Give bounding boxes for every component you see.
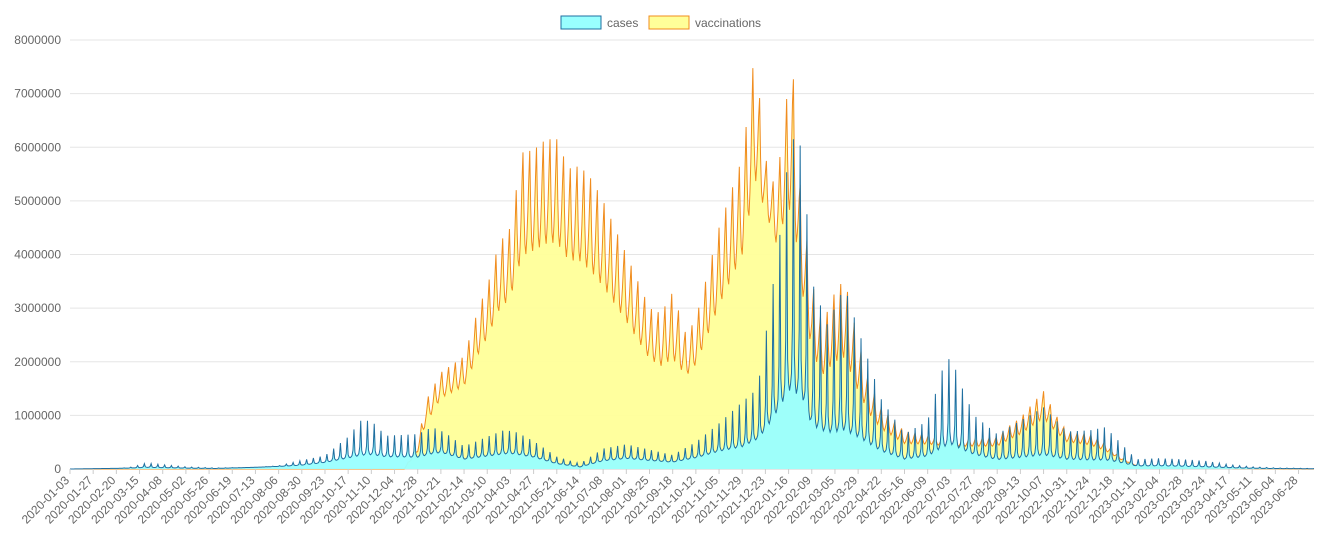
series-line-cases <box>69 139 1315 470</box>
legend-label-cases: cases <box>607 16 638 30</box>
y-tick-label: 0 <box>54 462 61 476</box>
legend[interactable]: cases vaccinations <box>560 15 761 30</box>
y-tick-label: 3000000 <box>14 301 61 315</box>
y-tick-label: 1000000 <box>14 408 61 422</box>
legend-swatch-vaccinations <box>648 15 690 30</box>
series-area-vaccinations <box>70 68 1314 470</box>
x-axis: 2020-01-032020-01-272020-02-202020-03-15… <box>19 469 1301 527</box>
y-tick-label: 7000000 <box>14 87 61 101</box>
series-area <box>69 68 1315 470</box>
legend-item-cases[interactable]: cases <box>560 15 638 30</box>
y-tick-label: 5000000 <box>14 194 61 208</box>
y-tick-label: 8000000 <box>14 33 61 47</box>
y-axis: 0 1000000 2000000 3000000 4000000 5000000 6000… <box>14 33 61 476</box>
legend-label-vaccinations: vaccinations <box>695 16 761 30</box>
legend-item-vaccinations[interactable]: vaccinations <box>648 15 761 30</box>
legend-swatch-cases <box>560 15 602 30</box>
grid <box>70 39 1314 470</box>
y-tick-label: 2000000 <box>14 355 61 369</box>
y-tick-label: 4000000 <box>14 248 61 262</box>
y-tick-label: 6000000 <box>14 140 61 154</box>
